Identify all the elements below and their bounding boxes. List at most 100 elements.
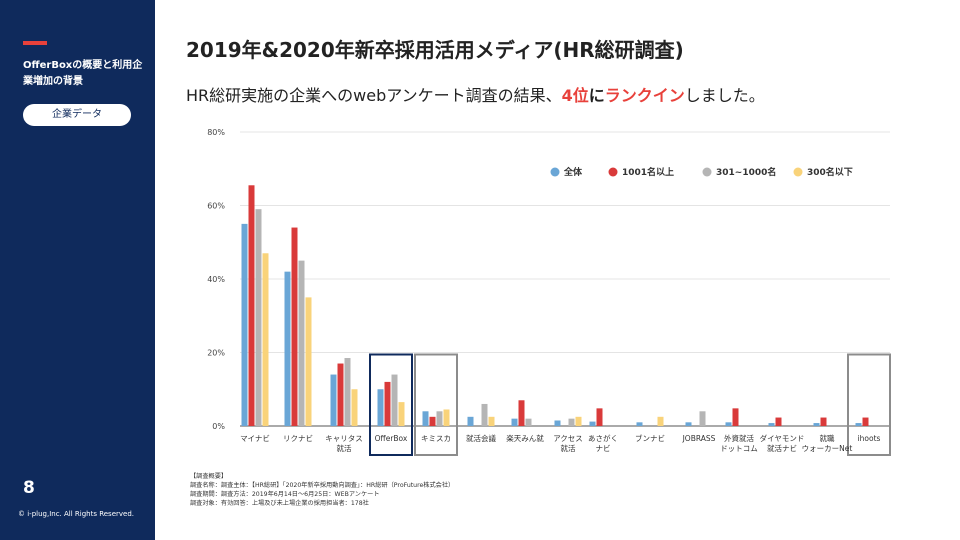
bar	[241, 223, 248, 426]
bar	[391, 374, 398, 426]
bar	[699, 411, 706, 426]
legend-marker	[793, 167, 803, 177]
bar	[384, 381, 391, 426]
bar	[351, 389, 358, 426]
x-tick-label: リクナビ	[283, 434, 313, 443]
bar	[768, 423, 775, 426]
bars-layer	[241, 185, 869, 426]
subtitle-text: HR総研実施の企業へのwebアンケート調査の結果、	[186, 86, 562, 105]
x-tick-label: ドットコム	[720, 444, 758, 453]
bar	[377, 389, 384, 426]
copyright: © i-plug,Inc. All Rights Reserved.	[18, 510, 135, 518]
bar	[298, 260, 305, 426]
bar	[685, 422, 692, 426]
highlight-box	[414, 353, 458, 456]
bar	[262, 253, 269, 426]
x-tick-label: ブンナビ	[635, 433, 665, 443]
survey-note-line: 【調査概要】	[190, 473, 228, 480]
x-tick-label: 就活	[561, 443, 576, 453]
x-tick-label: ウォーカーNet	[802, 444, 853, 453]
y-tick-label: 60%	[207, 202, 225, 211]
bar	[636, 422, 643, 426]
bar	[855, 423, 862, 426]
bar	[568, 418, 575, 426]
page-subtitle: HR総研実施の企業へのwebアンケート調査の結果、4位にランクインしました。	[186, 82, 765, 106]
bar	[657, 416, 664, 426]
x-tick-label: ナビ	[596, 444, 611, 453]
survey-note-line: 調査対象：有効回答：上場及び未上場企業の採用担当者：178社	[190, 500, 369, 507]
section-pill-button[interactable]: 企業データ	[23, 104, 131, 126]
x-tick-label: 楽天みん就	[506, 433, 544, 443]
grid-layer: 0% 20% 40% 60% 80%	[207, 128, 890, 431]
subtitle-ni: に	[588, 86, 605, 105]
x-tick-label: ダイヤモンド	[760, 433, 805, 443]
y-tick-label: 0%	[212, 422, 225, 431]
bar	[575, 416, 582, 426]
x-tick-label: あさがく	[588, 433, 618, 443]
page-number: 8	[23, 478, 35, 498]
y-tick-label: 80%	[207, 128, 225, 137]
highlight-box	[369, 353, 413, 456]
x-tick-label: 外資就活	[724, 433, 754, 443]
subtitle-rankin: ランクイン	[604, 86, 685, 105]
subtitle-end: しました。	[684, 86, 765, 105]
highlight-layer	[369, 353, 891, 456]
bar	[525, 418, 532, 426]
bar	[248, 185, 255, 426]
x-tick-label: アクセス	[553, 434, 583, 443]
bar	[511, 418, 518, 426]
bar	[429, 416, 436, 426]
bar	[305, 297, 312, 426]
survey-note-line: 調査名称：調査主体：【HR総研】「2020年新卒採用動向調査」：HR総研（Pro…	[190, 482, 455, 489]
bar	[467, 416, 474, 426]
legend-label: 301~1000名	[716, 166, 776, 178]
bar	[284, 271, 291, 426]
sidebar: OfferBoxの概要と利用企業増加の背景 企業データ 8 © i-plug,I…	[0, 0, 155, 540]
bar	[422, 411, 429, 426]
bar	[398, 402, 405, 426]
bar	[554, 420, 561, 426]
section-title: OfferBoxの概要と利用企業増加の背景	[23, 60, 143, 87]
legend-label: 300名以下	[807, 166, 853, 178]
x-tick-label: キャリタス	[325, 434, 363, 443]
bar	[518, 400, 525, 426]
legend: 全体 1001名以上 301~1000名 300名以下	[550, 166, 853, 178]
x-tick-label: 就職	[820, 433, 835, 443]
bar	[488, 416, 495, 426]
survey-note-line: 調査期間：調査方法：2019年6月14日〜6月25日：WEBアンケート	[190, 491, 380, 498]
bar	[255, 209, 262, 426]
legend-marker	[608, 167, 618, 177]
legend-marker	[550, 167, 560, 177]
x-tick-label: キミスカ	[421, 434, 451, 443]
bar	[330, 374, 337, 426]
x-tick-label: マイナビ	[240, 434, 270, 443]
accent-bar	[23, 41, 47, 45]
page-title: 2019年&2020年新卒採用活用メディア(HR総研調査)	[186, 38, 684, 62]
y-tick-label: 20%	[207, 349, 225, 358]
x-tick-label: ihoots	[858, 434, 881, 443]
bar	[732, 408, 739, 426]
legend-label: 1001名以上	[622, 166, 674, 178]
x-tick-label: 就活ナビ	[767, 443, 797, 453]
bar	[775, 417, 782, 426]
bar	[337, 363, 344, 426]
bar	[443, 409, 450, 426]
bar	[589, 421, 596, 426]
x-tick-label: JOBRASS	[682, 434, 716, 443]
bar	[291, 227, 298, 426]
x-tick-label: 就活	[337, 443, 352, 453]
subtitle-rank: 4位	[561, 86, 589, 105]
x-tick-label: OfferBox	[375, 434, 408, 443]
bar	[596, 408, 603, 426]
y-tick-label: 40%	[207, 275, 225, 284]
legend-marker	[702, 167, 712, 177]
bar	[820, 417, 827, 426]
highlight-box	[847, 353, 891, 456]
bar	[813, 423, 820, 426]
bar	[725, 422, 732, 426]
survey-notes: 【調査概要】 調査名称：調査主体：【HR総研】「2020年新卒採用動向調査」：H…	[190, 472, 454, 508]
bar	[862, 417, 869, 426]
x-tick-label: 就活会議	[466, 433, 496, 443]
